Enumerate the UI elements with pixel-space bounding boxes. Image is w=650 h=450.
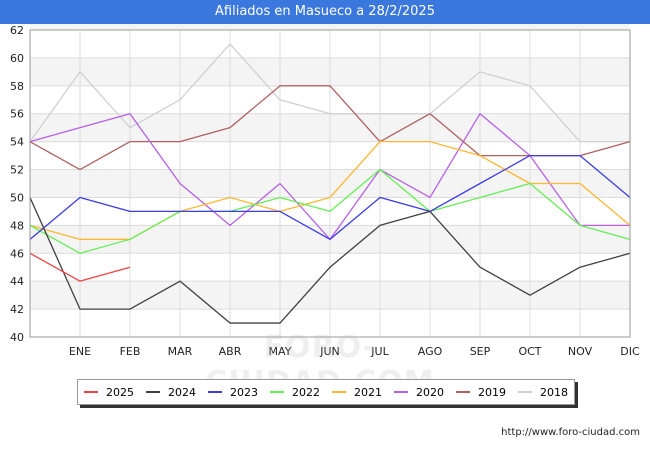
legend-swatch xyxy=(332,391,346,393)
legend-label: 2020 xyxy=(416,385,444,399)
y-tick-label: 40 xyxy=(10,331,24,344)
y-tick-label: 44 xyxy=(10,275,24,288)
chart-title: Afiliados en Masueco a 28/2/2025 xyxy=(0,0,650,24)
y-tick-label: 52 xyxy=(10,164,24,177)
x-tick-label: MAY xyxy=(269,345,292,358)
x-tick-label: DIC xyxy=(620,345,640,358)
y-tick-label: 54 xyxy=(10,136,24,149)
legend-item-2022: 2022 xyxy=(270,386,320,399)
line-chart: 40 42 44 46 48 50 52 54 56 58 60 62 ENE FEB MAR ABR MAY… xyxy=(10,24,640,358)
source-url: http://www.foro-ciudad.com xyxy=(501,427,640,438)
legend-swatch xyxy=(270,391,284,393)
y-tick-label: 42 xyxy=(10,303,24,316)
legend-label: 2024 xyxy=(168,385,196,399)
legend-swatch xyxy=(394,391,408,393)
legend-label: 2021 xyxy=(354,385,382,399)
legend: 2025 2024 2023 2022 2021 2020 2019 2018 xyxy=(77,379,575,405)
x-tick-label: SEP xyxy=(470,345,491,358)
series-line-2025 xyxy=(29,252,131,282)
legend-item-2023: 2023 xyxy=(208,386,258,399)
x-tick-label: AGO xyxy=(418,345,443,358)
legend-item-2020: 2020 xyxy=(394,386,444,399)
legend-label: 2025 xyxy=(106,385,134,399)
x-tick-label: NOV xyxy=(568,345,593,358)
grid-band xyxy=(30,24,630,30)
x-tick-label: OCT xyxy=(518,345,541,358)
series-line-2023 xyxy=(29,154,631,240)
y-axis-ticks: 40 42 44 46 48 50 52 54 56 58 60 62 xyxy=(10,24,24,344)
x-tick-label: ABR xyxy=(219,345,242,358)
y-tick-label: 50 xyxy=(10,191,24,204)
y-tick-label: 60 xyxy=(10,52,24,65)
x-tick-label: JUL xyxy=(370,345,389,358)
x-tick-label: FEB xyxy=(120,345,141,358)
legend-swatch xyxy=(518,391,532,393)
series-line-2022 xyxy=(29,168,631,254)
legend-label: 2022 xyxy=(292,385,320,399)
x-tick-label: JUN xyxy=(319,345,340,358)
y-tick-label: 62 xyxy=(10,24,24,37)
x-tick-label: MAR xyxy=(168,345,193,358)
series-lines xyxy=(29,43,631,324)
series-line-2018 xyxy=(29,43,630,143)
x-tick-label: ENE xyxy=(69,345,91,358)
legend-label: 2023 xyxy=(230,385,258,399)
legend-item-2021: 2021 xyxy=(332,386,382,399)
y-tick-label: 56 xyxy=(10,108,24,121)
legend-swatch xyxy=(84,391,98,393)
y-tick-label: 58 xyxy=(10,80,24,93)
plot-frame xyxy=(29,29,631,338)
series-line-2024 xyxy=(29,197,631,324)
legend-swatch xyxy=(456,391,470,393)
legend-label: 2019 xyxy=(478,385,506,399)
legend-item-2024: 2024 xyxy=(146,386,196,399)
x-axis-ticks: ENE FEB MAR ABR MAY JUN JUL AGO SEP OCT NOV DIC xyxy=(69,345,640,358)
legend-item-2019: 2019 xyxy=(456,386,506,399)
legend-swatch xyxy=(146,391,160,393)
y-tick-label: 48 xyxy=(10,219,24,232)
legend-label: 2018 xyxy=(540,385,568,399)
legend-swatch xyxy=(208,391,222,393)
y-tick-label: 46 xyxy=(10,247,24,260)
legend-item-2025: 2025 xyxy=(84,386,134,399)
legend-item-2018: 2018 xyxy=(518,386,568,399)
